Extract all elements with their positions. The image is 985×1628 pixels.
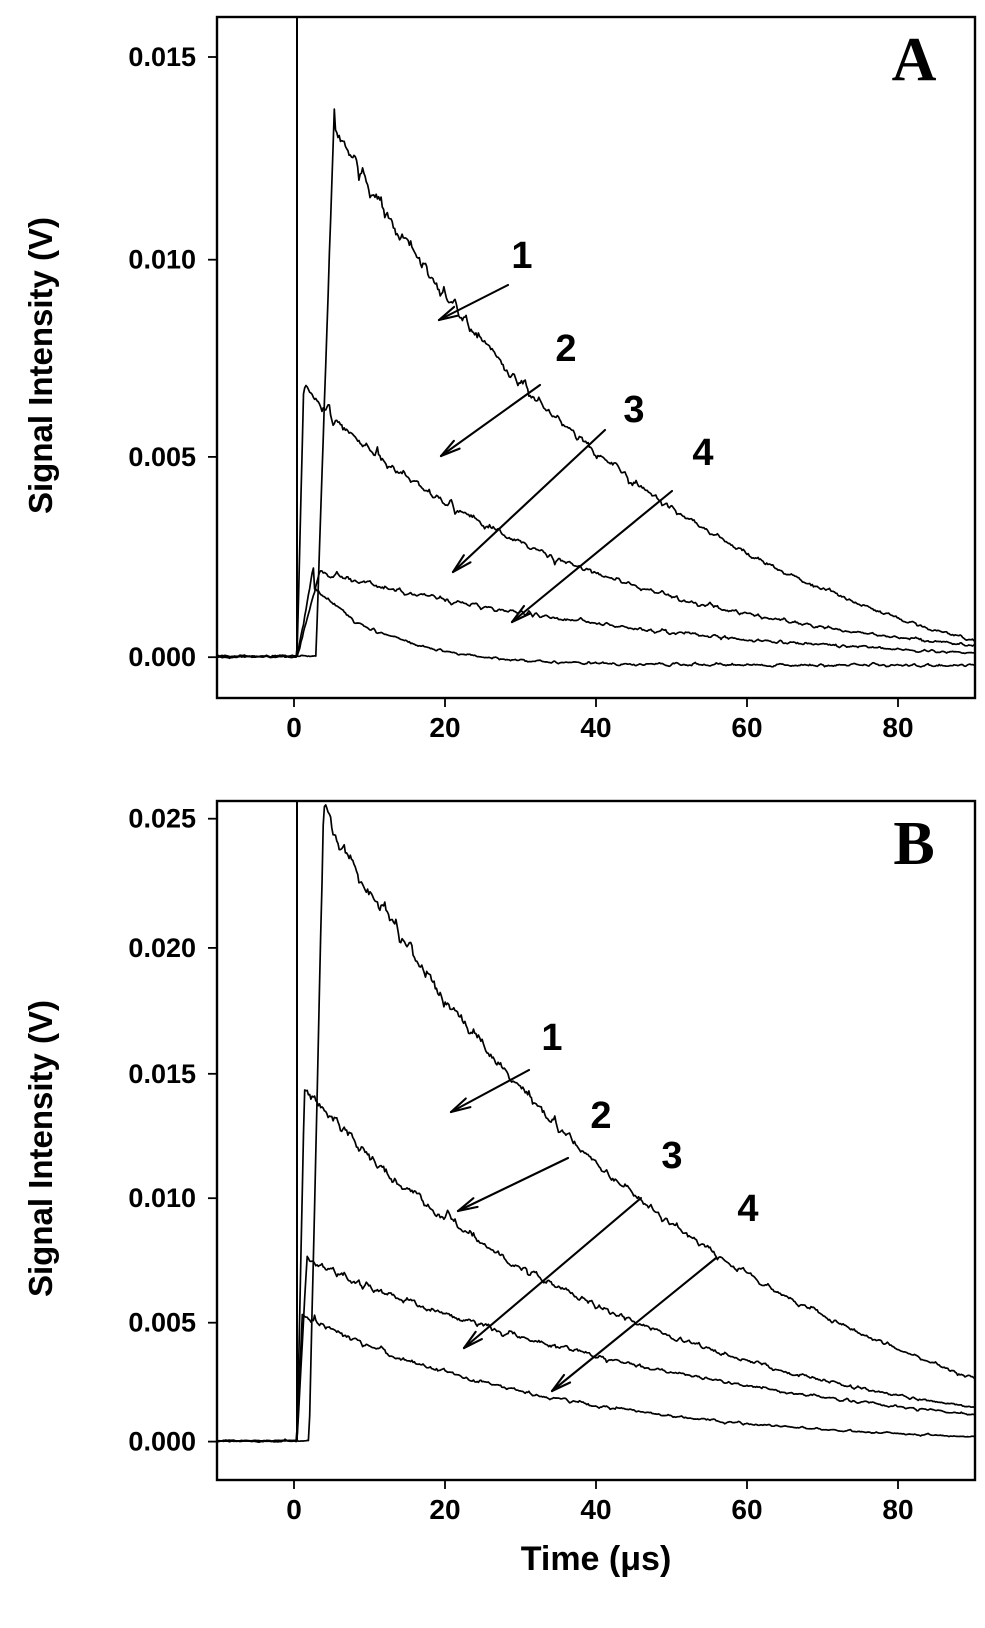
- svg-text:0.015: 0.015: [128, 1059, 196, 1089]
- svg-text:20: 20: [429, 1494, 460, 1525]
- svg-text:Signal Intensity (V): Signal Intensity (V): [22, 217, 59, 514]
- svg-text:0.010: 0.010: [128, 1183, 196, 1213]
- svg-text:0.005: 0.005: [128, 1308, 196, 1338]
- svg-text:60: 60: [731, 1494, 762, 1525]
- svg-text:Signal Intensity (V): Signal Intensity (V): [22, 1000, 59, 1297]
- svg-text:20: 20: [429, 712, 460, 743]
- svg-text:40: 40: [580, 1494, 611, 1525]
- svg-text:0.010: 0.010: [128, 245, 196, 275]
- svg-text:0.015: 0.015: [128, 42, 196, 72]
- svg-text:1: 1: [541, 1017, 562, 1059]
- svg-text:1: 1: [511, 235, 532, 277]
- svg-text:2: 2: [590, 1095, 611, 1137]
- svg-text:3: 3: [623, 389, 644, 431]
- svg-text:4: 4: [737, 1188, 758, 1230]
- svg-text:2: 2: [555, 328, 576, 370]
- svg-text:80: 80: [882, 1494, 913, 1525]
- svg-text:0.005: 0.005: [128, 442, 196, 472]
- svg-text:0: 0: [286, 1494, 302, 1525]
- svg-text:80: 80: [882, 712, 913, 743]
- svg-text:0.025: 0.025: [128, 804, 196, 834]
- svg-text:A: A: [892, 26, 937, 94]
- svg-text:3: 3: [661, 1135, 682, 1177]
- svg-text:0: 0: [286, 712, 302, 743]
- svg-text:0.020: 0.020: [128, 933, 196, 963]
- svg-text:60: 60: [731, 712, 762, 743]
- svg-text:B: B: [893, 810, 934, 878]
- svg-text:0.000: 0.000: [128, 1427, 196, 1457]
- svg-text:40: 40: [580, 712, 611, 743]
- svg-text:0.000: 0.000: [128, 642, 196, 672]
- svg-text:Time (μs): Time (μs): [521, 1540, 672, 1578]
- svg-text:4: 4: [692, 432, 713, 474]
